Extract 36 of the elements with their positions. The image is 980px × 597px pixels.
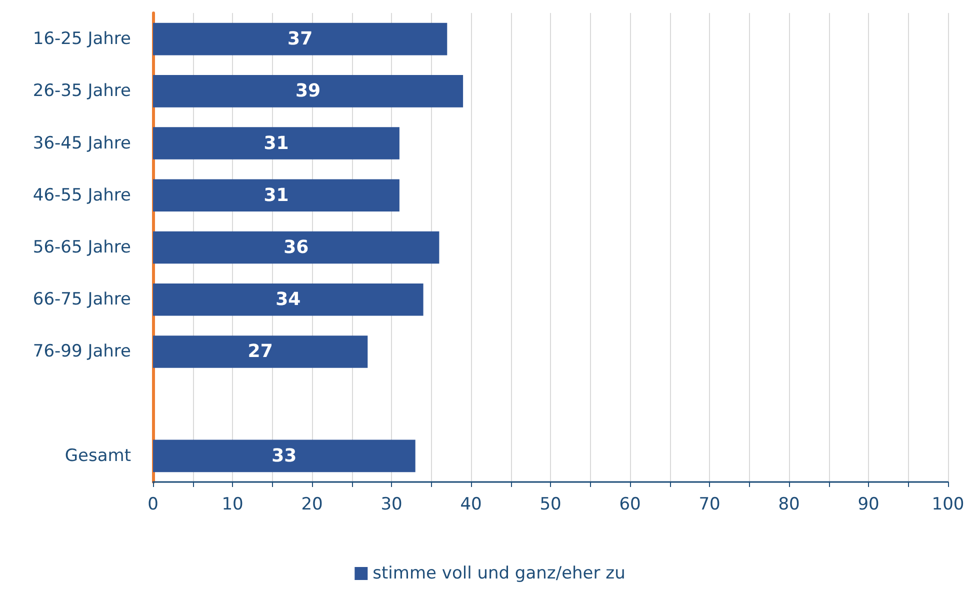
data-label: 37 [288, 28, 313, 50]
bar [153, 127, 400, 160]
x-tick-label: 0 [148, 494, 158, 514]
data-label: 39 [295, 80, 321, 102]
data-label: 27 [248, 341, 273, 362]
y-tick-label: 76-99 Jahre [32, 342, 131, 362]
x-tick-label: 90 [858, 494, 880, 514]
data-label: 31 [264, 132, 289, 154]
legend-label: stimme voll und ganz/eher zu [372, 564, 626, 584]
y-tick-label: Gesamt [64, 446, 132, 466]
x-tick-label: 20 [301, 494, 323, 514]
y-tick-label: 16-25 Jahre [32, 29, 131, 50]
y-tick-label: 66-75 Jahre [32, 290, 131, 310]
x-tick-label: 30 [380, 494, 402, 514]
bar [153, 336, 368, 368]
bar [153, 231, 440, 264]
bar [153, 75, 464, 108]
x-tick-label: 10 [222, 494, 244, 514]
y-tick-label: 26-35 Jahre [32, 81, 131, 102]
x-tick-label: 70 [698, 494, 720, 514]
data-label: 33 [272, 445, 297, 466]
y-tick-label: 36-45 Jahre [32, 133, 131, 154]
data-label: 31 [264, 184, 289, 206]
bar [153, 22, 448, 56]
bar [153, 440, 416, 472]
y-tick-label: 46-55 Jahre [32, 185, 131, 206]
x-tick-label: 50 [540, 494, 562, 514]
bar [153, 179, 400, 212]
data-label: 34 [276, 289, 301, 310]
x-tick-label: 40 [460, 494, 482, 514]
bar [153, 283, 424, 316]
data-label: 36 [284, 237, 309, 258]
x-tick-label: 60 [619, 494, 641, 514]
x-tick-label: 80 [778, 494, 800, 514]
y-tick-label: 56-65 Jahre [32, 238, 131, 258]
x-tick-label: 100 [932, 494, 964, 514]
